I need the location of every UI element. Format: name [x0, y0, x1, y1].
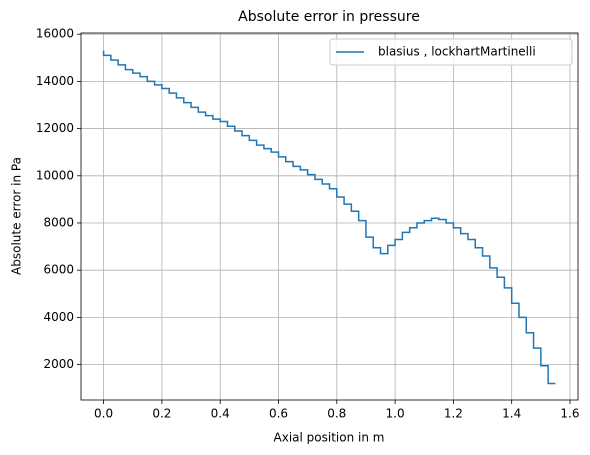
x-tick-label: 0.6: [269, 407, 288, 421]
x-axis-label: Axial position in m: [274, 431, 385, 445]
x-tick-label: 0.2: [152, 407, 171, 421]
step-line: [102, 50, 556, 385]
y-tick-label: 14000: [36, 74, 74, 88]
x-tick-label: 1.2: [444, 407, 463, 421]
y-axis-label: Absolute error in Pa: [10, 157, 24, 275]
y-tick-label: 4000: [43, 310, 74, 324]
x-tick-label: 0.0: [94, 407, 113, 421]
legend-box: [329, 38, 573, 66]
x-tick-label: 0.8: [327, 407, 346, 421]
y-tick-label: 6000: [43, 263, 74, 277]
y-tick-label: 16000: [36, 27, 74, 41]
y-tick-label: 12000: [36, 121, 74, 135]
chart-title: Absolute error in pressure: [238, 9, 420, 25]
y-tick-label: 2000: [43, 357, 74, 371]
y-tick-label: 8000: [43, 215, 74, 229]
x-tick-label: 1.4: [502, 407, 521, 421]
x-tick-label: 1.6: [560, 407, 579, 421]
x-tick-label: 0.4: [211, 407, 230, 421]
legend: blasius , lockhartMartinelli: [329, 38, 573, 66]
x-tick-label: 1.0: [386, 407, 405, 421]
legend-label: blasius , lockhartMartinelli: [378, 45, 536, 59]
y-tick-label: 10000: [36, 168, 74, 182]
plot-frame: [80, 32, 579, 401]
